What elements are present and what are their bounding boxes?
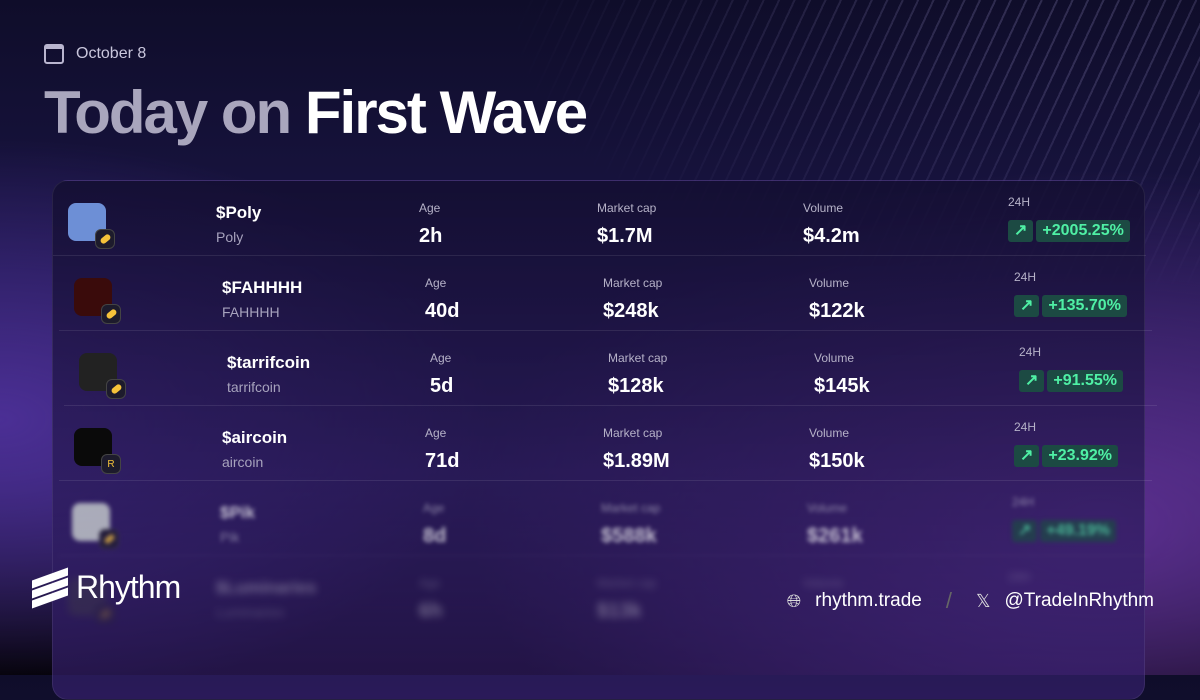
token-row[interactable]: R $aircoin aircoin Age 71d Market cap $1… <box>59 406 1152 481</box>
age-value: 71d <box>425 450 460 472</box>
token-name: FAHHHH <box>222 304 280 320</box>
market-cap-label: Market cap <box>603 276 663 290</box>
date-label: October 8 <box>44 44 146 64</box>
change-label: 24H <box>1019 345 1042 359</box>
arrow-up-right-icon: ↗ <box>1012 520 1038 542</box>
token-row[interactable]: $Luminaries Luminaries Age 6h Market cap… <box>53 556 1146 631</box>
token-row[interactable]: $tarrifcoin tarrifcoin Age 5d Market cap… <box>64 331 1157 406</box>
token-ticker: $tarrifcoin <box>227 353 311 372</box>
separator: / <box>945 588 952 613</box>
change-badge: ↗ +91.55% <box>1019 370 1124 392</box>
volume-value: $145k <box>814 375 870 397</box>
change-badge: ↗ +135.70% <box>1014 295 1127 317</box>
market-cap-label: Market cap <box>597 201 657 215</box>
token-row[interactable]: $Pik Pik Age 8d Market cap $588k Volume … <box>57 481 1150 556</box>
change-value: +91.55% <box>1047 370 1124 392</box>
change-badge: ↗ +2005.25% <box>1008 220 1130 242</box>
token-ticker: $FAHHHH <box>222 278 303 297</box>
page-title: Today on First Wave <box>44 78 588 147</box>
market-cap-label: Market cap <box>601 501 661 515</box>
change-value: +135.70% <box>1042 295 1127 317</box>
market-cap-value: $588k <box>601 525 657 547</box>
age-label: Age <box>419 576 441 590</box>
age-value: 40d <box>425 300 460 322</box>
change-label: 24H <box>1012 495 1035 509</box>
volume-value: $150k <box>809 450 865 472</box>
market-cap-label: Market cap <box>608 351 668 365</box>
volume-label: Volume <box>809 426 850 440</box>
age-label: Age <box>430 351 452 365</box>
volume-value: $122k <box>809 300 865 322</box>
age-label: Age <box>425 426 447 440</box>
badge-text: R <box>107 458 115 470</box>
token-ticker: $aircoin <box>222 428 288 447</box>
change-value: +2005.25% <box>1036 220 1130 242</box>
age-value: 5d <box>430 375 454 397</box>
change-value: +49.19% <box>1040 520 1117 542</box>
brand-name: Rhythm <box>76 568 181 605</box>
age-label: Age <box>419 201 441 215</box>
market-cap-value: $248k <box>603 300 659 322</box>
token-row[interactable]: $FAHHHH FAHHHH Age 40d Market cap $248k … <box>59 256 1152 331</box>
market-cap-label: Market cap <box>597 576 657 590</box>
age-label: Age <box>425 276 447 290</box>
arrow-up-right-icon: ↗ <box>1008 220 1034 242</box>
change-label: 24H <box>1014 270 1037 284</box>
token-name: Poly <box>216 229 244 245</box>
arrow-up-right-icon: ↗ <box>1014 445 1040 467</box>
volume-label: Volume <box>809 276 850 290</box>
platform-r-icon: R <box>101 454 121 474</box>
rhythm-logo: Rhythm <box>32 567 181 609</box>
token-name: aircoin <box>222 454 264 470</box>
calendar-icon <box>44 44 64 64</box>
pill-icon <box>95 604 115 624</box>
twitter-link[interactable]: @TradeInRhythm <box>1004 590 1154 611</box>
pill-icon <box>106 379 126 399</box>
volume-label: Volume <box>803 201 844 215</box>
change-label: 24H <box>1008 570 1031 584</box>
arrow-up-right-icon: ↗ <box>1019 370 1045 392</box>
volume-value: $261k <box>807 525 863 547</box>
change-badge: ↗ +49.19% <box>1012 520 1117 542</box>
change-badge: ↗ +23.92% <box>1014 445 1119 467</box>
volume-label: Volume <box>807 501 848 515</box>
token-name: Pik <box>220 529 240 545</box>
token-ticker: $Poly <box>216 203 262 222</box>
globe-icon: 🌐︎ <box>786 590 802 611</box>
title-part1: Today on <box>44 79 292 146</box>
pill-icon <box>101 304 121 324</box>
arrow-up-right-icon: ↗ <box>1014 295 1040 317</box>
token-name: tarrifcoin <box>227 379 281 395</box>
volume-value: $4.2m <box>803 225 860 247</box>
token-ticker: $Pik <box>220 503 255 522</box>
token-ticker: $Luminaries <box>216 578 317 597</box>
market-cap-value: $1.89M <box>603 450 670 472</box>
volume-label: Volume <box>803 576 844 590</box>
change-label: 24H <box>1014 420 1037 434</box>
volume-label: Volume <box>814 351 855 365</box>
age-label: Age <box>423 501 445 515</box>
pill-icon <box>95 229 115 249</box>
market-cap-value: $1.7M <box>597 225 653 247</box>
rhythm-logo-icon <box>32 567 68 609</box>
date-text: October 8 <box>76 45 147 62</box>
token-row[interactable]: $Poly Poly Age 2h Market cap $1.7M Volum… <box>53 181 1146 256</box>
market-cap-label: Market cap <box>603 426 663 440</box>
age-value: 2h <box>419 225 443 247</box>
market-cap-value: $13k <box>597 600 642 622</box>
title-part2: First Wave <box>304 79 588 146</box>
website-link[interactable]: rhythm.trade <box>815 590 922 611</box>
x-logo-icon: 𝕏 <box>975 590 991 611</box>
token-table: $Poly Poly Age 2h Market cap $1.7M Volum… <box>52 180 1157 700</box>
token-name: Luminaries <box>216 604 285 620</box>
age-value: 6h <box>419 600 443 622</box>
market-cap-value: $128k <box>608 375 664 397</box>
age-value: 8d <box>423 525 447 547</box>
pill-icon <box>99 529 119 549</box>
footer-links: 🌐︎ rhythm.trade / 𝕏 @TradeInRhythm <box>787 588 1154 614</box>
change-label: 24H <box>1008 195 1031 209</box>
change-value: +23.92% <box>1042 445 1119 467</box>
